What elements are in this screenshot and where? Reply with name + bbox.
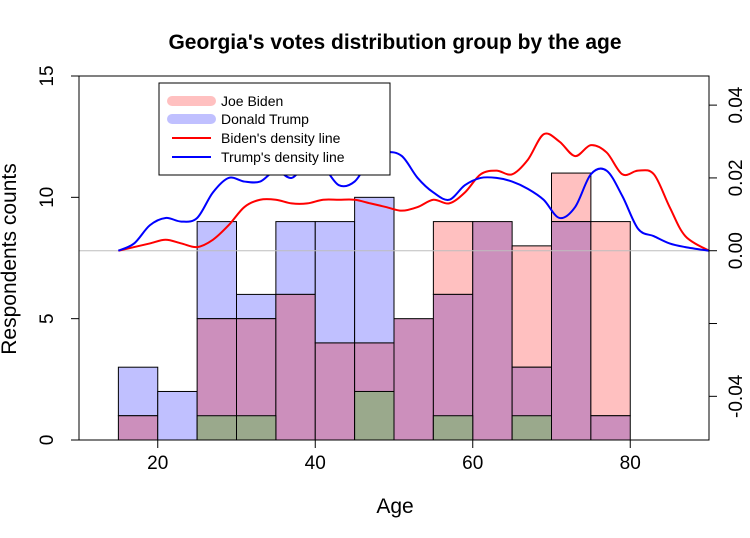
x-axis: 20 40 60 80 (147, 440, 641, 474)
bar-biden-55 (432, 221, 474, 295)
y-tick-label-10: 10 (37, 187, 58, 208)
x-axis-label: Age (376, 495, 413, 518)
bar-grey-30 (236, 415, 277, 441)
legend-label-biden: Joe Biden (221, 93, 283, 109)
bar-biden-70 (551, 172, 592, 223)
bar-overlap-75 (590, 415, 631, 441)
legend-label-biden-density: Biden's density line (221, 130, 341, 146)
bar-grey-65 (511, 415, 552, 441)
y-tick-label-15: 15 (37, 65, 58, 86)
bar-overlap-40 (314, 342, 356, 441)
bar-trump-30 (236, 293, 277, 320)
bar-overlap-60 (472, 221, 513, 441)
legend: Joe Biden Donald Trump Biden's density l… (158, 82, 391, 176)
histogram-bars (117, 172, 709, 441)
y2-tick-label-4: 0.04 (726, 86, 747, 123)
x-tick-label-60: 60 (462, 453, 483, 474)
y-tick-label-5: 5 (37, 313, 58, 324)
bar-trump-45 (354, 196, 395, 344)
x-tick-label-40: 40 (305, 453, 326, 474)
legend-label-trump: Donald Trump (221, 111, 309, 127)
bar-biden-65 (511, 245, 552, 368)
bar-grey-55 (432, 415, 474, 441)
bar-overlap-70 (551, 221, 592, 441)
y-tick-label-0: 0 (37, 435, 58, 446)
y-axis-left: 0 5 10 15 (37, 65, 79, 445)
y-axis-label: Respondents counts (0, 163, 21, 354)
y2-tick-label-3: 0.02 (726, 159, 747, 196)
density-lines (117, 132, 710, 252)
bar-trump-15 (117, 366, 159, 417)
x-tick-label-80: 80 (620, 453, 641, 474)
bar-trump-20 (157, 390, 198, 441)
bar-trump-35 (275, 221, 316, 295)
y2-tick-label-0: -0.04 (726, 374, 747, 418)
density-line-trump (117, 151, 710, 252)
y2-tick-label-2: 0.00 (726, 232, 747, 269)
chart-title: Georgia's votes distribution group by th… (168, 31, 621, 54)
bar-overlap-35 (275, 293, 316, 441)
bar-overlap-50 (393, 318, 434, 441)
x-tick-label-20: 20 (147, 453, 168, 474)
bar-grey-25 (196, 415, 237, 441)
bar-trump-40 (314, 221, 356, 344)
y-axis-right: -0.04 0.00 0.02 0.04 (708, 86, 747, 418)
density-line-biden (118, 132, 710, 252)
legend-label-trump-density: Trump's density line (221, 149, 345, 165)
bar-grey-45 (354, 390, 395, 441)
bar-overlap-15 (117, 415, 159, 441)
